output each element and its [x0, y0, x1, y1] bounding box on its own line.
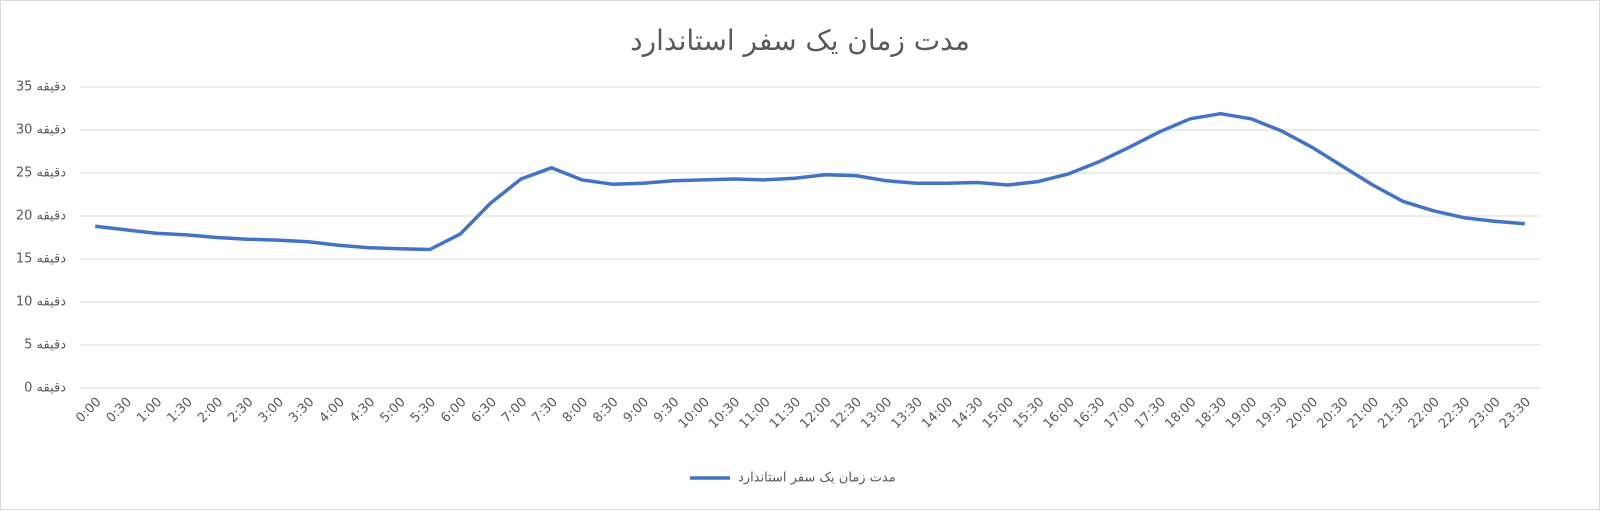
y-tick-label: 20 دقیقه — [16, 209, 66, 224]
chart-title: مدت زمان یک سفر استاندارد — [630, 24, 970, 57]
y-tick-label: 15 دقیقه — [16, 252, 66, 267]
legend-label: مدت زمان یک سفر استاندارد — [738, 471, 896, 486]
y-tick-label: 5 دقیقه — [24, 338, 66, 353]
y-tick-label: 0 دقیقه — [24, 381, 66, 396]
y-tick-label: 35 دقیقه — [16, 80, 66, 95]
y-tick-label: 25 دقیقه — [16, 166, 66, 181]
y-tick-label: 30 دقیقه — [16, 123, 66, 138]
y-tick-label: 10 دقیقه — [16, 295, 66, 310]
series-line — [94, 111, 1525, 252]
